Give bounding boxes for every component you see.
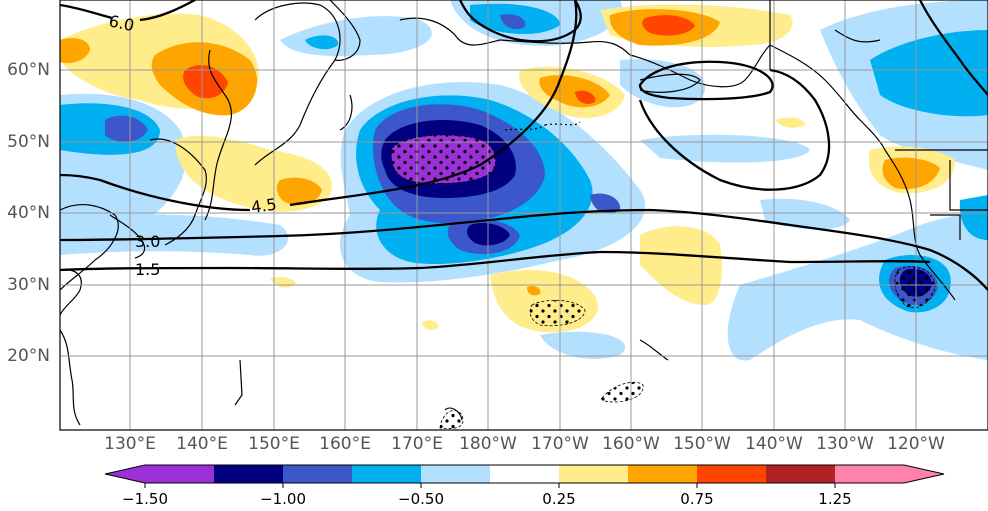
- colorbar-swatch-2: [214, 465, 283, 483]
- map-frame: [59, 0, 988, 431]
- contour-label-6: 6.0: [107, 11, 136, 35]
- gridlines: [60, 0, 988, 430]
- positive-anomaly-strong: [183, 15, 695, 104]
- lon-label-160e: 160°E: [319, 434, 371, 454]
- contour-label-group: 6.0 4.5 3.0 1.5: [107, 11, 278, 279]
- lon-label-150e: 150°E: [248, 434, 300, 454]
- lon-label-160w: 160°W: [602, 434, 660, 454]
- lon-label-120w: 120°W: [887, 434, 945, 454]
- colorbar-tick-1-25: 1.25: [818, 490, 852, 508]
- colorbar-swatch-9: [697, 465, 766, 483]
- colorbar-swatch-1: [145, 465, 214, 483]
- colorbar-swatch-3: [283, 465, 352, 483]
- lon-label-150w: 150°W: [673, 434, 731, 454]
- colorbar-swatch-4: [352, 465, 421, 483]
- lat-label-40n: 40°N: [7, 203, 50, 223]
- colorbar-swatch-5: [421, 465, 490, 483]
- contour-label-3: 3.0: [135, 232, 160, 251]
- colorbar-extend-low: [105, 465, 145, 483]
- colorbar-swatch-7: [559, 465, 628, 483]
- colorbar-swatch-6: [490, 465, 559, 483]
- colorbar-tick-0-25: 0.25: [542, 490, 576, 508]
- colorbar-extend-high: [904, 465, 944, 483]
- lat-label-60n: 60°N: [7, 60, 50, 80]
- lat-label-30n: 30°N: [7, 275, 50, 295]
- contour-lines: [60, 0, 988, 291]
- lon-label-140e: 140°E: [176, 434, 228, 454]
- lat-label-50n: 50°N: [7, 132, 50, 152]
- lat-label-20n: 20°N: [7, 346, 50, 366]
- lon-label-170w: 170°W: [531, 434, 589, 454]
- colorbar-tick-neg-1-50: −1.50: [122, 490, 168, 508]
- contour-label-4-5: 4.5: [250, 195, 278, 217]
- colorbar-swatch-11: [835, 465, 904, 483]
- colorbar-swatch-8: [628, 465, 697, 483]
- contour-label-1-5: 1.5: [135, 260, 160, 279]
- lon-label-130w: 130°W: [816, 434, 874, 454]
- colorbar-tick-0-75: 0.75: [680, 490, 714, 508]
- map-area: 6.0 4.5 3.0 1.5: [60, 0, 988, 430]
- lon-label-130e: 130°E: [104, 434, 156, 454]
- lon-label-140w: 140°W: [745, 434, 803, 454]
- lon-label-170e: 170°E: [391, 434, 443, 454]
- colorbar-tick-neg-1-00: −1.00: [260, 490, 306, 508]
- lon-label-180w: 180°W: [459, 434, 517, 454]
- stippled-regions: [390, 134, 936, 429]
- colorbar-swatch-10: [766, 465, 835, 483]
- colorbar: [104, 464, 945, 488]
- colorbar-tick-neg-0-50: −0.50: [398, 490, 444, 508]
